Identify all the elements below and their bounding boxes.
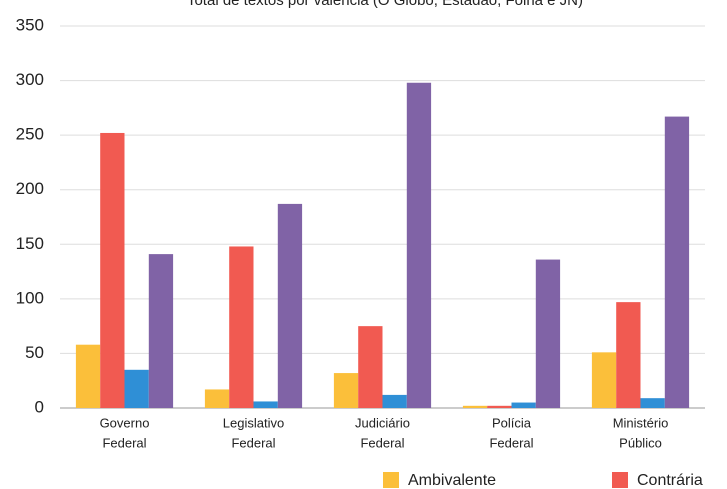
bar: [640, 398, 665, 408]
legend-swatch: [383, 472, 399, 488]
bar: [462, 405, 488, 408]
bar: [277, 203, 303, 408]
bar: [406, 82, 432, 409]
bar: [204, 389, 230, 408]
y-tick-label: 50: [25, 343, 44, 362]
legend-swatch: [612, 472, 628, 488]
bar: [591, 352, 617, 408]
y-tick-label: 350: [16, 15, 44, 34]
bar: [535, 259, 561, 408]
chart-title: Total de textos por valência (O Globo, E…: [187, 0, 583, 9]
y-tick-label: 300: [16, 70, 44, 89]
bar: [664, 116, 690, 409]
bar: [511, 402, 536, 408]
y-tick-label: 250: [16, 125, 44, 144]
y-tick-label: 150: [16, 234, 44, 253]
x-tick-label: Federal: [102, 435, 146, 450]
x-tick-label: Público: [619, 435, 662, 450]
bar: [253, 401, 278, 408]
bar: [229, 246, 254, 408]
bar: [75, 344, 101, 408]
x-tick-label: Legislativo: [223, 415, 284, 430]
y-tick-label: 200: [16, 179, 44, 198]
bar: [124, 369, 149, 408]
y-tick-label: 0: [35, 397, 44, 416]
x-tick-label: Ministério: [613, 415, 669, 430]
bar: [616, 302, 641, 408]
x-tick-label: Judiciário: [355, 415, 410, 430]
y-tick-label: 100: [16, 288, 44, 307]
bar: [148, 254, 174, 408]
x-tick-label: Federal: [231, 435, 275, 450]
bar: [487, 405, 512, 408]
x-tick-label: Federal: [360, 435, 404, 450]
bar: [358, 326, 383, 408]
bar: [382, 394, 407, 408]
legend-label: Contrária: [637, 472, 703, 489]
x-tick-label: Governo: [100, 415, 150, 430]
x-tick-label: Federal: [489, 435, 533, 450]
bar: [333, 373, 359, 408]
legend-label: Ambivalente: [408, 472, 496, 489]
bar: [100, 132, 125, 408]
x-tick-label: Polícia: [492, 415, 532, 430]
